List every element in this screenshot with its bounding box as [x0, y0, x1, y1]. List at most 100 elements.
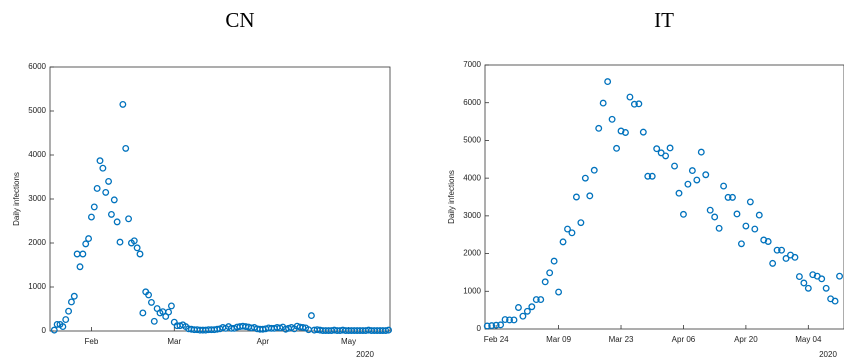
data-point [165, 308, 173, 316]
data-point [720, 182, 728, 190]
data-point [119, 100, 127, 108]
data-point [50, 326, 58, 334]
y-tick-label: 4000 [28, 150, 46, 159]
x-tick-label: May 04 [795, 335, 822, 344]
y-tick-label: 3000 [28, 194, 46, 203]
data-point [67, 298, 75, 306]
y-tick-label: 3000 [463, 211, 481, 220]
data-point [136, 250, 144, 258]
data-point [564, 225, 571, 233]
data-point [733, 210, 741, 218]
data-point [831, 297, 839, 305]
data-point [635, 100, 643, 108]
data-point [70, 292, 78, 300]
data-point [537, 296, 545, 304]
data-point [729, 193, 736, 201]
data-point [497, 321, 505, 329]
y-tick-label: 0 [477, 324, 482, 333]
data-point [804, 284, 812, 292]
x-tick-label: Feb [85, 337, 99, 346]
data-point [99, 164, 107, 172]
data-point [130, 237, 138, 245]
data-point [492, 321, 500, 329]
data-point [818, 275, 826, 283]
data-point [528, 303, 536, 311]
data-point [755, 211, 763, 219]
data-point [622, 129, 629, 136]
data-point [671, 162, 678, 170]
data-point [773, 246, 781, 254]
data-point [693, 176, 701, 184]
data-point [653, 145, 661, 153]
data-point [145, 291, 153, 299]
data-point [697, 148, 705, 156]
data-point [150, 317, 158, 325]
data-point [800, 279, 808, 287]
data-point [73, 250, 81, 258]
data-point [555, 288, 563, 296]
data-point [532, 296, 540, 304]
x-tick-label: Apr [257, 337, 270, 346]
data-point [550, 257, 558, 265]
y-axis-label: Daily infections [447, 170, 456, 224]
data-point [299, 324, 307, 331]
data-point [483, 322, 491, 330]
x-tick-label: Mar 09 [546, 335, 571, 344]
data-point [76, 263, 84, 271]
data-point [93, 184, 101, 192]
data-point [599, 99, 607, 107]
plot-frame [484, 64, 844, 330]
y-tick-label: 5000 [28, 106, 46, 115]
data-point [608, 115, 616, 123]
y-tick-label: 2000 [28, 238, 46, 247]
data-point [675, 189, 683, 197]
y-tick-label: 7000 [463, 60, 481, 69]
year-label: 2020 [819, 350, 837, 359]
data-point [751, 225, 759, 233]
data-point [791, 253, 799, 261]
data-point [795, 273, 803, 281]
data-point [519, 312, 527, 320]
data-point [510, 316, 518, 324]
data-point [139, 309, 147, 317]
y-tick-label: 5000 [463, 136, 481, 145]
data-point [782, 255, 790, 262]
data-point [764, 238, 772, 245]
data-point [715, 224, 723, 232]
data-point [746, 198, 754, 206]
data-point [706, 206, 714, 214]
data-point [307, 312, 315, 320]
data-point [760, 236, 768, 244]
data-point [79, 250, 87, 258]
data-point [626, 93, 634, 101]
plot-frame [49, 66, 391, 332]
data-point [836, 272, 843, 280]
data-point [62, 316, 70, 324]
data-point [90, 203, 98, 211]
data-point [586, 192, 594, 200]
data-point [501, 316, 509, 324]
data-point [581, 174, 589, 182]
data-point [778, 246, 786, 254]
data-point [546, 269, 554, 277]
data-point [116, 238, 124, 246]
data-point [577, 219, 585, 227]
data-point [644, 172, 652, 180]
y-tick-label: 6000 [463, 98, 481, 107]
y-axis-label: Daily infections [12, 172, 21, 226]
data-point [613, 144, 621, 152]
data-point [59, 323, 67, 331]
data-point [595, 124, 603, 132]
chart-title: CN [225, 8, 254, 32]
x-tick-label: Apr 06 [672, 335, 696, 344]
data-point [85, 235, 93, 243]
data-point [514, 304, 522, 311]
data-point [688, 167, 696, 175]
y-tick-label: 2000 [463, 249, 481, 258]
chart-title: IT [654, 8, 674, 32]
data-point [125, 215, 133, 223]
data-point [684, 180, 692, 188]
data-point [107, 210, 115, 218]
data-point [630, 100, 638, 108]
